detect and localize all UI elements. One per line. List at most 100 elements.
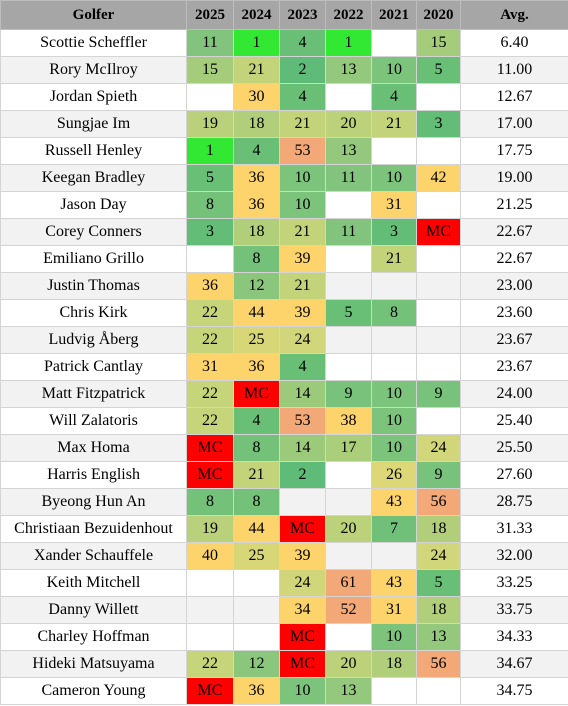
finish-cell xyxy=(325,191,372,219)
table-row: Danny Willett 34 52 31 18 33.75 xyxy=(0,596,568,624)
finish-cell: 14 xyxy=(279,380,326,408)
finish-cell: 13 xyxy=(325,677,372,705)
finish-cell: 4 xyxy=(233,137,280,165)
finish-cell: 21 xyxy=(233,56,280,84)
finish-cell: 34 xyxy=(279,596,326,624)
average-value: 23.67 xyxy=(460,326,568,354)
finish-cell: 20 xyxy=(325,650,372,678)
finish-cell: 30 xyxy=(233,83,280,111)
finish-cell xyxy=(371,326,417,354)
average-value: 25.50 xyxy=(460,434,568,462)
finish-cell: 13 xyxy=(416,623,461,651)
finish-cell: 18 xyxy=(371,650,417,678)
table-row: Justin Thomas 36 12 21 23.00 xyxy=(0,272,568,300)
golfer-name: Danny Willett xyxy=(0,596,187,624)
header-year[interactable]: 2022 xyxy=(325,0,372,30)
finish-cell xyxy=(325,623,372,651)
finish-cell: 5 xyxy=(186,164,234,192)
finish-cell: 39 xyxy=(279,299,326,327)
average-value: 11.00 xyxy=(460,56,568,84)
finish-cell: 61 xyxy=(325,569,372,597)
finish-cell: 20 xyxy=(325,515,372,543)
finish-cell: 36 xyxy=(233,353,280,381)
golfer-name: Ludvig Åberg xyxy=(0,326,187,354)
finish-cell xyxy=(416,326,461,354)
finish-cell: 3 xyxy=(186,218,234,246)
finish-cell: 31 xyxy=(371,191,417,219)
table-row: Patrick Cantlay 31 36 4 23.67 xyxy=(0,353,568,381)
finish-cell: 19 xyxy=(186,110,234,138)
average-value: 33.25 xyxy=(460,569,568,597)
golfer-name: Jason Day xyxy=(0,191,187,219)
golfer-name: Patrick Cantlay xyxy=(0,353,187,381)
header-year[interactable]: 2021 xyxy=(371,0,417,30)
header-golfer[interactable]: Golfer xyxy=(0,0,187,30)
finish-cell: 42 xyxy=(416,164,461,192)
average-value: 19.00 xyxy=(460,164,568,192)
average-value: 34.33 xyxy=(460,623,568,651)
finish-cell: 40 xyxy=(186,542,234,570)
header-year[interactable]: 2025 xyxy=(186,0,234,30)
finish-cell xyxy=(371,272,417,300)
finish-cell: 17 xyxy=(325,434,372,462)
finish-cell: MC xyxy=(279,650,326,678)
table-row: Rory McIlroy 15 21 2 13 10 5 11.00 xyxy=(0,56,568,84)
finish-cell xyxy=(371,542,417,570)
finish-cell xyxy=(186,569,234,597)
finish-cell: 36 xyxy=(233,677,280,705)
finish-cell: 9 xyxy=(416,461,461,489)
finish-cell: 11 xyxy=(325,164,372,192)
finish-cell: 12 xyxy=(233,650,280,678)
finish-cell: 4 xyxy=(371,83,417,111)
golfer-name: Russell Henley xyxy=(0,137,187,165)
finish-cell: 19 xyxy=(186,515,234,543)
finish-cell: MC xyxy=(279,515,326,543)
finish-cell: 10 xyxy=(371,623,417,651)
finish-cell xyxy=(325,272,372,300)
table-row: Harris English MC 21 2 26 9 27.60 xyxy=(0,461,568,489)
finish-cell: 24 xyxy=(279,326,326,354)
finish-cell: 8 xyxy=(186,488,234,516)
table-row: Scottie Scheffler 11 1 4 1 15 6.40 xyxy=(0,29,568,57)
finish-cell: 11 xyxy=(186,29,234,57)
table-row: Chris Kirk 22 44 39 5 8 23.60 xyxy=(0,299,568,327)
finish-cell xyxy=(416,407,461,435)
finish-cell: 4 xyxy=(279,29,326,57)
finish-cell: 20 xyxy=(325,110,372,138)
finish-cell: 36 xyxy=(233,164,280,192)
average-value: 33.75 xyxy=(460,596,568,624)
table-row: Cameron Young MC 36 10 13 34.75 xyxy=(0,677,568,705)
golfer-name: Harris English xyxy=(0,461,187,489)
finish-cell: 53 xyxy=(279,407,326,435)
finish-cell: 10 xyxy=(371,407,417,435)
finish-cell xyxy=(233,596,280,624)
header-year[interactable]: 2023 xyxy=(279,0,326,30)
finish-cell: 24 xyxy=(279,569,326,597)
average-value: 23.00 xyxy=(460,272,568,300)
average-value: 28.75 xyxy=(460,488,568,516)
finish-cell: 25 xyxy=(233,326,280,354)
finish-cell: 21 xyxy=(371,110,417,138)
average-value: 25.40 xyxy=(460,407,568,435)
finish-cell xyxy=(416,299,461,327)
header-year[interactable]: 2024 xyxy=(233,0,280,30)
table-row: Corey Conners 3 18 21 11 3 MC 22.67 xyxy=(0,218,568,246)
finish-cell xyxy=(186,245,234,273)
golfer-name: Max Homa xyxy=(0,434,187,462)
finish-cell xyxy=(371,677,417,705)
golfer-name: Keith Mitchell xyxy=(0,569,187,597)
finish-cell: 5 xyxy=(416,569,461,597)
finish-cell: 36 xyxy=(233,191,280,219)
finish-cell: 7 xyxy=(371,515,417,543)
golfer-name: Keegan Bradley xyxy=(0,164,187,192)
table-row: Sungjae Im 19 18 21 20 21 3 17.00 xyxy=(0,110,568,138)
finish-cell: 43 xyxy=(371,488,417,516)
finish-cell: 10 xyxy=(371,56,417,84)
finish-cell xyxy=(416,191,461,219)
finish-cell xyxy=(279,488,326,516)
header-year[interactable]: 2020 xyxy=(416,0,461,30)
finish-cell: 1 xyxy=(325,29,372,57)
golfer-name: Christiaan Bezuidenhout xyxy=(0,515,187,543)
header-avg[interactable]: Avg. xyxy=(460,0,568,30)
